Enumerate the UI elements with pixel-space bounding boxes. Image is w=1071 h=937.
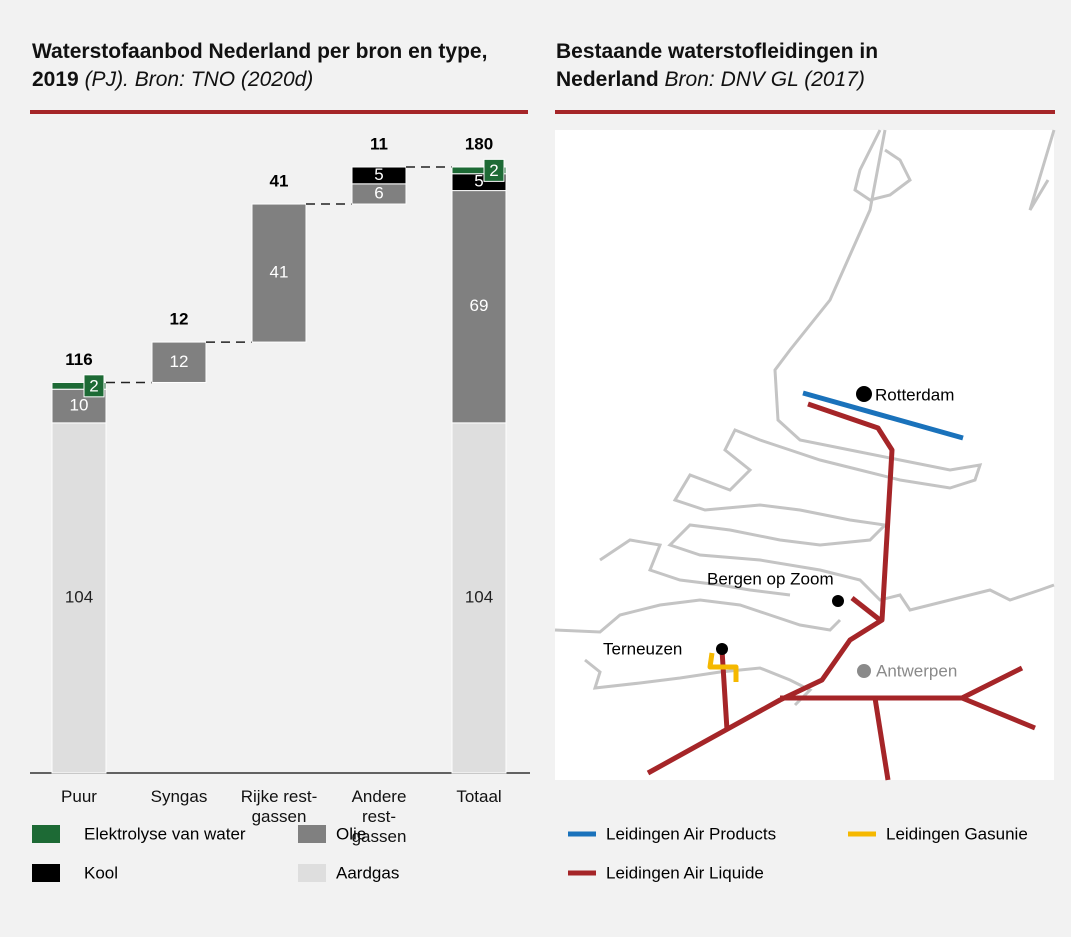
pipeline	[850, 596, 882, 622]
data-label: 104	[465, 587, 493, 606]
bar-segment	[251, 203, 307, 343]
data-label-box	[483, 158, 505, 182]
data-label: 69	[470, 296, 489, 315]
city-label: Antwerpen	[876, 661, 957, 680]
pipeline	[719, 649, 730, 731]
x-tick-label: Rijke rest- gassen	[240, 787, 318, 826]
chart-subtitle: (PJ). Bron: TNO (2020d)	[84, 68, 314, 91]
bar-segment	[451, 190, 507, 424]
bar-segment	[151, 341, 207, 383]
pipeline	[802, 390, 964, 441]
city-dot	[832, 595, 844, 607]
bar-segment	[51, 422, 107, 774]
x-tick-label: Totaal	[456, 787, 502, 806]
data-label: 104	[65, 587, 93, 606]
legend-label: Leidingen Air Liquide	[606, 863, 764, 882]
data-label: 41	[270, 263, 289, 282]
total-label: 116	[65, 350, 92, 369]
total-label: 41	[270, 172, 289, 191]
bar-segment	[451, 166, 507, 175]
legend-swatch	[32, 864, 60, 882]
city-label: Terneuzen	[603, 639, 682, 658]
city-dot	[857, 664, 871, 678]
bar-segment	[351, 166, 407, 185]
total-label: 11	[370, 134, 388, 153]
data-label: 5	[474, 172, 483, 191]
title-rule	[30, 110, 528, 114]
total-label: 12	[170, 310, 189, 329]
legend-label: Olie	[336, 824, 366, 843]
city-dot	[716, 643, 728, 655]
data-label: 12	[170, 352, 189, 371]
x-tick-label: Andere rest- gassen	[351, 787, 407, 846]
data-label: 2	[489, 161, 498, 180]
legend-label: Elektrolyse van water	[84, 824, 246, 843]
chart-title-block: Waterstofaanbod Nederland per bron en ty…	[32, 38, 522, 94]
legend-label: Kool	[84, 863, 118, 882]
data-label: 5	[374, 165, 383, 184]
data-label: 10	[70, 396, 89, 415]
data-label: 2	[89, 376, 98, 395]
city-label: Bergen op Zoom	[707, 569, 834, 588]
legend-label: Aardgas	[336, 863, 399, 882]
legend-swatch	[298, 864, 326, 882]
title-rule	[555, 110, 1055, 114]
legend-swatch	[32, 825, 60, 843]
map-title-block: Bestaande waterstofleidingen in Nederland…	[556, 38, 1056, 94]
pipeline	[872, 697, 891, 781]
map-source: Bron: DNV GL (2017)	[664, 68, 865, 91]
city-dot	[856, 386, 872, 402]
legend-swatch	[298, 825, 326, 843]
map-title: Bestaande waterstofleidingen in	[556, 40, 879, 63]
bar-segment	[451, 422, 507, 774]
city-label: Rotterdam	[875, 385, 954, 404]
x-tick-label: Syngas	[150, 787, 208, 806]
total-label: 180	[465, 134, 493, 153]
data-label-box	[83, 374, 105, 398]
pipeline	[961, 695, 1036, 731]
chart-title: Waterstofaanbod Nederland per bron en ty…	[32, 40, 488, 91]
data-label: 6	[374, 183, 383, 202]
coastline	[554, 129, 1056, 707]
pipeline	[707, 652, 739, 682]
legend-label: Leidingen Air Products	[606, 824, 776, 843]
map-title: Nederland	[556, 68, 659, 91]
legend-label: Leidingen Gasunie	[886, 824, 1028, 843]
x-tick-label: Puur	[61, 787, 97, 806]
bar-segment	[51, 381, 107, 390]
